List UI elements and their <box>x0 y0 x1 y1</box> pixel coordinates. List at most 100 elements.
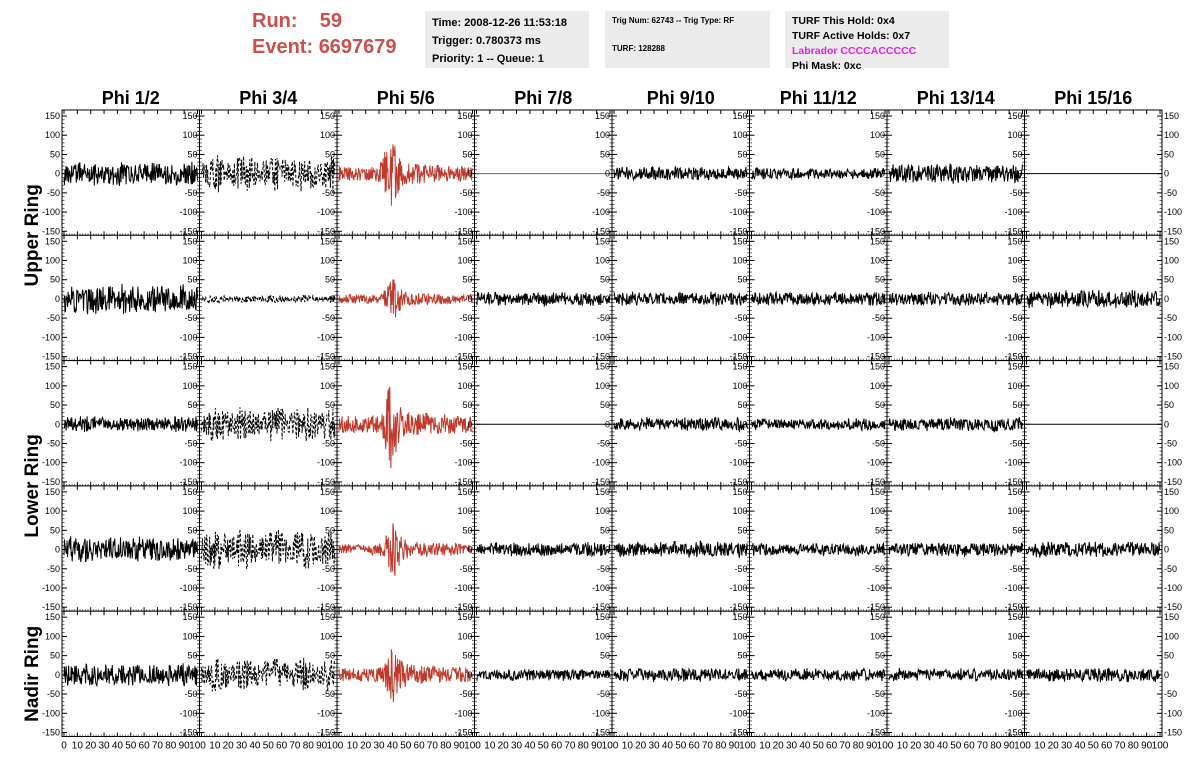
y-tick-label: -50 <box>872 188 885 198</box>
y-tick-label: -150 <box>592 477 610 487</box>
waveform-panel: 150 100 50 0 -50 -100 -150 <box>454 109 613 236</box>
panel-frame <box>474 109 613 236</box>
column-header-phi: Phi 9/10 <box>647 88 715 108</box>
y-tick-label: 150 <box>320 236 335 246</box>
run-row: Run: 59 <box>252 8 397 34</box>
waveform-panel: 150 100 50 0 -50 -100 -150 <box>42 234 200 362</box>
waveform-panel: 150 100 50 0 -50 -100 -150 <box>179 485 338 612</box>
y-tick-label: 150 <box>182 362 197 372</box>
y-tick-label: -150 <box>867 602 885 612</box>
y-tick-label: -100 <box>454 583 472 593</box>
trig-num-text: Trig Num: 62743 -- Trig Type: RF <box>612 16 735 25</box>
y-tick-label: 100 <box>320 506 335 516</box>
y-tick-label: 100 <box>320 381 335 391</box>
y-tick-label: 0 <box>467 419 472 429</box>
waveform-trace <box>201 294 336 304</box>
waveform-panel: 150 100 50 0 -50 -100 -150 <box>454 485 613 612</box>
y-tick-label: 150 <box>870 487 885 497</box>
y-tick-label: 0 <box>330 545 335 555</box>
y-tick-label: -50 <box>459 313 472 323</box>
waveform-panel: 150 150 100 100 50 50 0 0 -50 -50 -100 -100 -150 -150 <box>1004 360 1182 487</box>
y-tick-label: 0 <box>880 419 885 429</box>
y-tick-label: 150 <box>1164 362 1179 372</box>
y-tick-label: 0 <box>1164 419 1169 429</box>
y-tick-label: 0 <box>55 419 60 429</box>
y-tick-label: 0 <box>742 419 747 429</box>
waveform-panel: 150 100 50 0 -50 -100 -150 <box>592 485 750 612</box>
y-tick-label: -50 <box>734 313 747 323</box>
y-tick-label: 50 <box>187 400 197 410</box>
y-tick-label: 100 <box>870 256 885 266</box>
waveform-panel: 150 100 50 0 -50 -100 -150 <box>42 485 200 612</box>
event-label: Event: <box>252 36 314 58</box>
y-tick-label: -50 <box>872 564 885 574</box>
y-tick-label: -100 <box>317 207 335 217</box>
y-tick-label: 50 <box>187 275 197 285</box>
y-tick-label: -150 <box>729 352 747 362</box>
y-tick-label: 100 <box>1164 130 1179 140</box>
waveform-panel: 150 100 50 0 -50 -100 -150 <box>729 485 888 612</box>
y-tick-label: -50 <box>734 438 747 448</box>
y-tick-label: 100 <box>1164 381 1179 391</box>
y-tick-label: 0 <box>1164 545 1169 555</box>
column-header-phi: Phi 3/4 <box>239 88 297 108</box>
waveform-trace <box>476 291 611 308</box>
y-tick-label: -100 <box>42 332 60 342</box>
waveform-panel: 150 100 50 0 -50 -100 -150 <box>592 234 750 362</box>
y-tick-label: -100 <box>592 332 610 342</box>
y-tick-label: 50 <box>187 525 197 535</box>
y-tick-label: -100 <box>867 583 885 593</box>
y-tick-label: -150 <box>867 226 885 236</box>
y-tick-label: 100 <box>457 256 472 266</box>
y-tick-label: 50 <box>875 400 885 410</box>
y-tick-label: 100 <box>595 130 610 140</box>
y-tick-label: 0 <box>467 169 472 179</box>
y-tick-label: -50 <box>459 188 472 198</box>
y-tick-label: 100 <box>1007 130 1022 140</box>
ring-label: Lower Ring <box>22 434 43 537</box>
waveform-trace <box>338 386 473 469</box>
y-tick-label: 50 <box>600 525 610 535</box>
column-header-phi: Phi 1/2 <box>102 88 160 108</box>
trig-info-box: Trig Num: 62743 -- Trig Type: RF TURF: 1… <box>605 11 770 68</box>
waveform-panel: 150 100 50 0 -50 -100 -150 <box>729 109 888 236</box>
y-tick-label: -50 <box>184 564 197 574</box>
y-tick-label: 150 <box>870 362 885 372</box>
y-tick-label: 50 <box>600 149 610 159</box>
y-tick-label: 150 <box>457 236 472 246</box>
y-tick-label: 150 <box>1007 111 1022 121</box>
y-tick-label: 150 <box>182 236 197 246</box>
y-tick-label: -150 <box>729 602 747 612</box>
run-value: 59 <box>319 10 343 32</box>
waveform-trace <box>476 541 611 558</box>
y-tick-label: -100 <box>1004 458 1022 468</box>
y-tick-label: -50 <box>47 438 60 448</box>
y-tick-label: 100 <box>182 130 197 140</box>
panel-frame <box>1024 360 1163 487</box>
waveform-trace <box>338 279 473 318</box>
y-tick-label: 150 <box>45 236 60 246</box>
waveform-panel: 150 150 100 100 50 50 0 0 -50 -50 -100 -100 -150 -150 <box>1004 109 1182 236</box>
y-tick-label: -50 <box>322 313 335 323</box>
y-tick-label: 150 <box>45 362 60 372</box>
waveform-trace <box>751 541 886 558</box>
waveform-panel: 150 100 50 0 -50 -100 -150 <box>867 485 1025 612</box>
y-tick-label: 150 <box>732 487 747 497</box>
y-tick-label: 150 <box>320 487 335 497</box>
y-tick-label: 150 <box>1164 236 1179 246</box>
waveform-trace <box>63 161 198 186</box>
y-tick-label: 0 <box>742 294 747 304</box>
y-tick-label: 100 <box>732 130 747 140</box>
y-tick-label: 100 <box>320 256 335 266</box>
y-tick-label: 50 <box>737 149 747 159</box>
y-tick-label: 150 <box>45 111 60 121</box>
y-tick-label: 100 <box>45 381 60 391</box>
y-tick-label: 0 <box>742 545 747 555</box>
panel-frame <box>1024 109 1163 236</box>
y-tick-label: 50 <box>875 525 885 535</box>
y-tick-label: -100 <box>179 332 197 342</box>
y-tick-label: -50 <box>597 564 610 574</box>
y-tick-label: 150 <box>595 236 610 246</box>
y-tick-label: -50 <box>47 313 60 323</box>
trigger-text: Trigger: 0.780373 ms <box>432 35 541 47</box>
